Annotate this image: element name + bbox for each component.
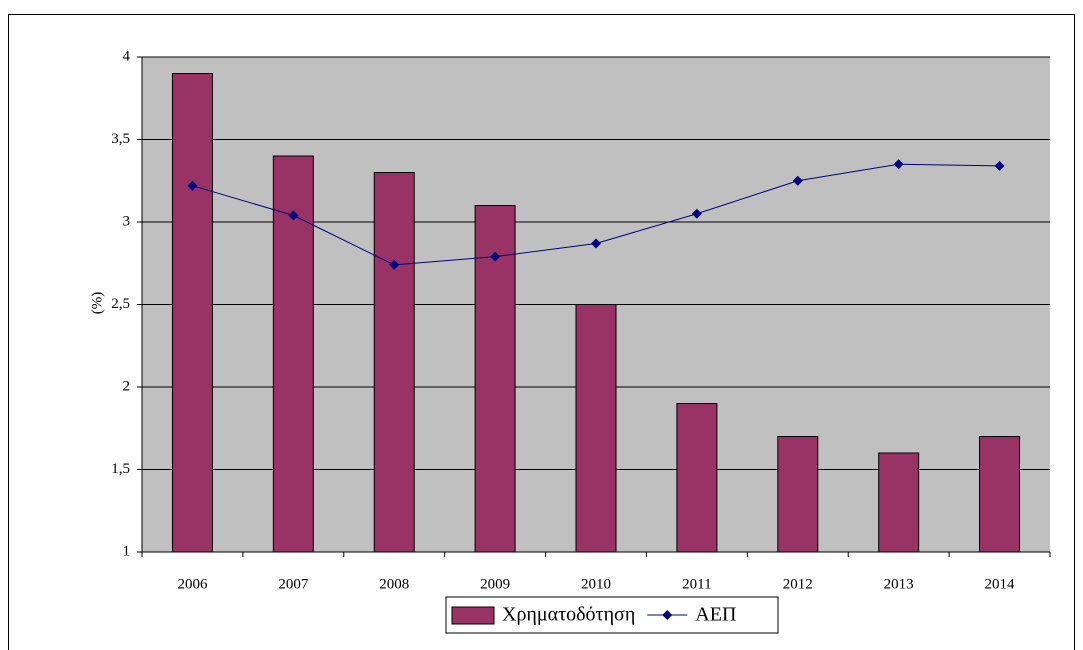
bar (171, 73, 213, 553)
x-tick-label: 2011 (682, 576, 711, 592)
x-tick-label: 2007 (278, 576, 309, 592)
legend-label: ΑΕΠ (695, 604, 736, 626)
legend-box (445, 596, 779, 634)
marker (591, 238, 601, 249)
legend-label: Χρηματοδότηση (502, 604, 635, 626)
y-tick-label: 2 (123, 378, 131, 394)
x-tick-label: 2006 (177, 576, 208, 592)
x-tick-label: 2013 (884, 576, 914, 592)
marker (792, 175, 803, 186)
marker (288, 210, 299, 221)
y-tick-label: 3 (123, 213, 131, 229)
bar (676, 403, 718, 553)
y-tick-label: 3,5 (111, 131, 130, 147)
legend-marker (662, 610, 673, 620)
x-tick-label: 2009 (480, 576, 510, 592)
x-tick-label: 2008 (379, 576, 409, 592)
x-tick-label: 2010 (581, 576, 611, 592)
bar (474, 205, 516, 553)
y-tick-label: 4 (123, 48, 131, 64)
y-tick-label: 2,5 (111, 296, 130, 312)
y-tick-label: 1 (123, 543, 131, 559)
bar (777, 436, 819, 553)
legend-swatch (451, 606, 495, 625)
marker (490, 251, 501, 262)
chart-frame (8, 14, 1075, 650)
marker (893, 159, 904, 170)
x-tick-label: 2012 (783, 576, 813, 592)
marker (389, 259, 400, 270)
y-axis-label: (%) (89, 292, 105, 315)
x-tick-label: 2014 (985, 576, 1016, 592)
marker (187, 180, 198, 191)
marker (691, 208, 702, 219)
bar (979, 436, 1021, 553)
bar (373, 172, 415, 553)
marker (994, 160, 1005, 171)
bar (878, 452, 920, 553)
y-tick-label: 1,5 (111, 461, 130, 477)
bar (575, 304, 617, 553)
